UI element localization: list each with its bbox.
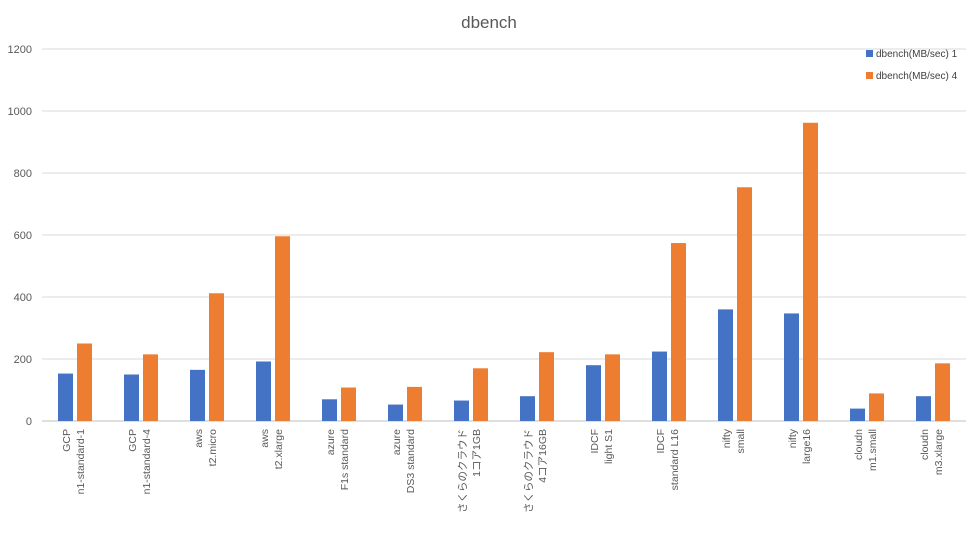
bar-series2-0 [77,343,92,421]
category-label-line: t2.xlarge [273,429,285,469]
y-tick-label: 1200 [8,44,32,56]
category-label: GCP n1-standard-4 [127,429,153,495]
category-label-line: F1s standard [339,429,351,490]
bar-series1-12 [850,408,865,421]
category-label: aws t2.xlarge [259,429,285,469]
bar-series2-7 [539,352,554,421]
gridlines [42,48,966,422]
category-label: GCP n1-standard-1 [61,429,87,495]
x-axis-labels: GCP n1-standard-1 GCP n1-standard-4 aws t2.mi… [61,428,945,513]
y-tick-label: 600 [14,230,32,242]
y-tick-label: 1000 [8,106,32,118]
bar-series2-5 [407,386,422,421]
category-label-line: GCP [127,429,139,452]
bar-series2-2 [209,293,224,421]
bar-series2-10 [737,187,752,421]
y-tick-label: 800 [14,168,32,180]
y-axis-ticks: 0 200 400 600 800 1000 1200 [8,44,32,428]
category-label: IDCF standard L16 [655,429,681,490]
category-label-line: cloudn [853,429,865,460]
category-label: azure DS3 standard [391,429,417,493]
bar-series1-8 [586,365,601,421]
category-label-line: さくらのクラウド [523,429,535,513]
bar-series1-10 [718,309,733,421]
bar-series1-2 [190,369,205,421]
category-label-line: aws [193,429,205,448]
category-label-line: cloudn [919,429,931,460]
bar-series1-11 [784,313,799,421]
category-label-line: GCP [61,429,73,452]
bar-series1-9 [652,351,667,421]
bar-series2-12 [869,393,884,421]
category-label-line: DS3 standard [405,429,417,493]
category-label: azure F1s standard [325,429,351,490]
category-label-line: standard L16 [669,429,681,490]
category-label-line: t2.micro [207,429,219,467]
bar-series1-13 [916,396,931,421]
y-tick-label: 0 [26,416,32,428]
legend: dbench(MB/sec) 1 dbench(MB/sec) 4 [866,49,958,82]
category-label: さくらのクラウド 4コア16GB [523,429,549,513]
category-label-line: large16 [801,429,813,464]
category-label: さくらのクラウド 1コア1GB [457,429,483,513]
category-label: aws t2.micro [193,429,219,467]
y-tick-label: 200 [14,354,32,366]
bar-series1-1 [124,374,139,421]
category-label-line: 1コア1GB [471,429,483,477]
category-label-line: light S1 [603,429,615,464]
category-label-line: azure [325,429,337,455]
bar-series1-7 [520,396,535,421]
category-label-line: nifty [787,428,799,448]
category-label-line: small [735,429,747,454]
bar-series1-5 [388,404,403,421]
bar-series2-3 [275,236,290,421]
category-label-line: IDCF [655,429,667,454]
bar-series1-4 [322,399,337,421]
bar-series1-3 [256,361,271,421]
category-label-line: m3.xlarge [933,429,945,475]
bar-series2-11 [803,122,818,421]
category-label-line: IDCF [589,429,601,454]
category-label-line: n1-standard-4 [141,429,153,495]
category-label-line: aws [259,429,271,448]
category-label-line: n1-standard-1 [75,429,87,495]
category-label: nifty large16 [787,428,813,464]
legend-swatch [866,50,873,57]
bar-series2-1 [143,354,158,421]
category-label: cloudn m3.xlarge [919,429,945,475]
y-tick-label: 400 [14,292,32,304]
chart-title: dbench [461,13,517,32]
category-label-line: さくらのクラウド [457,429,469,513]
category-label-line: azure [391,429,403,455]
category-label: IDCF light S1 [589,429,615,464]
bar-series2-13 [935,363,950,421]
category-label-line: nifty [721,428,733,448]
category-label: cloudn m1.small [853,429,879,471]
bar-series2-4 [341,387,356,421]
bar-series1-6 [454,400,469,421]
bar-series2-6 [473,368,488,421]
category-label: nifty small [721,428,747,453]
legend-label: dbench(MB/sec) 1 [876,49,958,60]
bar-series2-9 [671,243,686,421]
bar-series2-8 [605,354,620,421]
category-label-line: m1.small [867,429,879,471]
bar-series1-0 [58,373,73,421]
legend-swatch [866,72,873,79]
bars [58,122,950,421]
category-label-line: 4コア16GB [537,429,549,483]
legend-label: dbench(MB/sec) 4 [876,71,958,82]
